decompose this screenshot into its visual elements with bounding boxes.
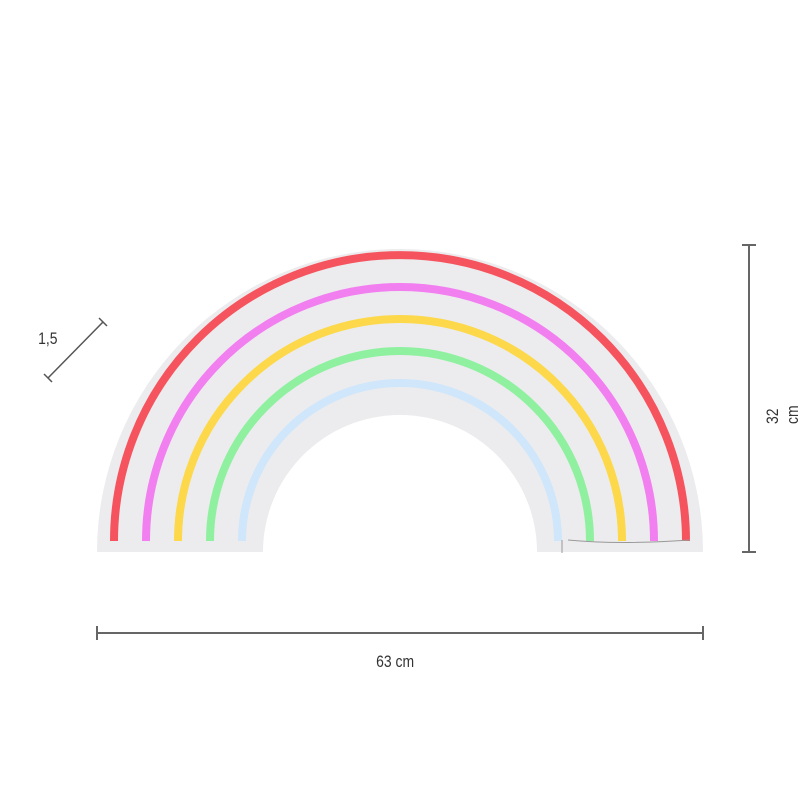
height-dimension-line <box>742 244 756 553</box>
width-label: 63 cm <box>376 652 415 671</box>
height-label: 32 cm <box>763 405 800 424</box>
neon-tubes <box>110 251 690 542</box>
neon-tube-pink <box>142 283 658 542</box>
width-dimension-line <box>96 626 704 640</box>
depth-label: 1,5 <box>38 329 58 348</box>
neon-tube-green <box>206 347 594 542</box>
rainbow-backing-panel <box>97 249 703 552</box>
cable <box>567 539 691 543</box>
neon-tube-light-blue <box>238 379 562 542</box>
depth-dimension-line <box>43 317 108 383</box>
neon-tube-red <box>110 251 690 542</box>
neon-tube-yellow <box>174 315 626 542</box>
